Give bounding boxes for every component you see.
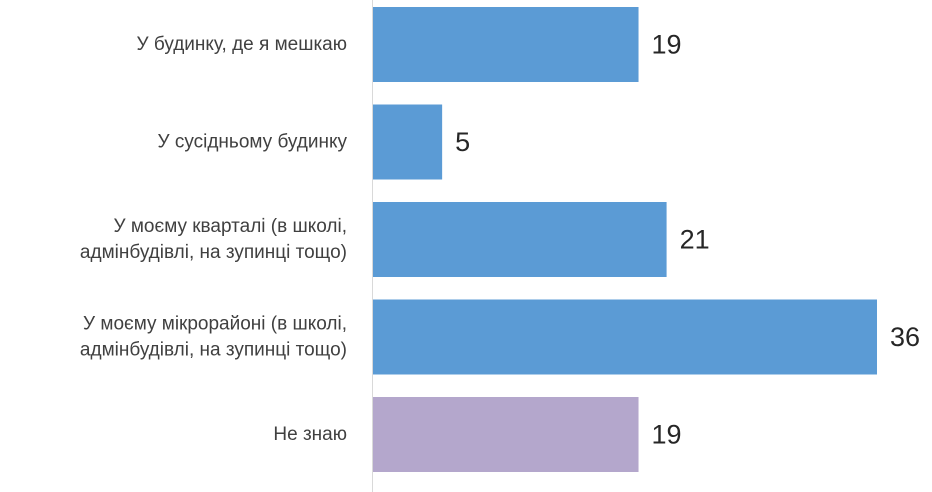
bar-3 — [372, 299, 877, 375]
category-label-4: Не знаю — [273, 424, 347, 445]
category-label-line: У моєму кварталі (в школі, — [114, 216, 347, 237]
bar-4 — [372, 397, 639, 472]
category-label-line: Не знаю — [273, 424, 347, 445]
bar-1 — [372, 104, 443, 180]
value-label-0: 19 — [652, 30, 682, 60]
value-label-4: 19 — [652, 420, 682, 450]
category-label-3: У моєму мікрорайоні (в школі, адмінбудівл… — [80, 314, 347, 361]
category-label-line: адмінбудівлі, на зупинці тощо) — [80, 340, 347, 361]
value-label-1: 5 — [455, 127, 470, 157]
category-label-0: У будинку, де я мешкаю — [137, 34, 347, 55]
category-label-line: У моєму мікрорайоні (в школі, — [83, 314, 347, 335]
value-labels-group: 19 5 21 36 19 — [455, 30, 920, 450]
value-label-2: 21 — [680, 225, 710, 255]
bars-group — [372, 7, 877, 472]
category-label-line: У будинку, де я мешкаю — [137, 34, 347, 55]
category-label-line: У сусідньому будинку — [157, 132, 347, 153]
bar-0 — [372, 7, 639, 82]
category-labels-group: У будинку, де я мешкаю У сусідньому будин… — [80, 34, 348, 445]
value-label-3: 36 — [890, 322, 920, 352]
category-label-1: У сусідньому будинку — [157, 132, 347, 153]
category-label-2: У моєму кварталі (в школі, адмінбудівлі, … — [80, 216, 347, 263]
bar-2 — [372, 202, 667, 277]
category-label-line: адмінбудівлі, на зупинці тощо) — [80, 242, 347, 263]
